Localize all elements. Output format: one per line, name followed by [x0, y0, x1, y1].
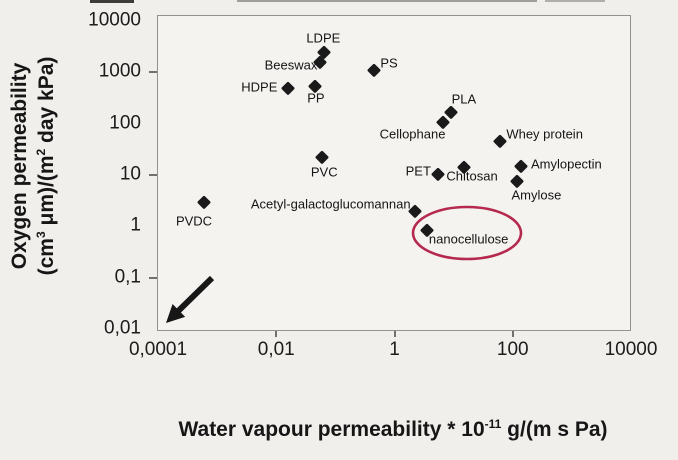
- scan-artifact: [90, 0, 134, 3]
- data-point-label: Amylose: [511, 187, 562, 203]
- data-point-label: Chitosan: [446, 168, 498, 184]
- scan-artifact: [545, 0, 605, 2]
- data-point-label: PET: [405, 163, 431, 179]
- data-point-label: HDPE: [241, 79, 278, 95]
- y-tick-label: 10: [119, 163, 141, 185]
- data-point-label: PVC: [310, 164, 338, 180]
- plot-area: [157, 15, 631, 331]
- y-tick-label: 100: [109, 112, 141, 134]
- y-tick-label: 10000: [88, 9, 141, 31]
- data-point-label: Amylopectin: [530, 156, 602, 172]
- scan-artifact: [237, 0, 537, 2]
- superscript: 2: [34, 148, 48, 156]
- data-point-label: PLA: [451, 91, 477, 107]
- data-point-label: PP: [307, 90, 325, 106]
- data-point-label: Acetyl-galactoglucomannan: [250, 196, 411, 212]
- y-tick-mark: [149, 71, 157, 74]
- data-point-label: Cellophane: [379, 126, 446, 142]
- data-point-label: PS: [380, 55, 398, 71]
- y-tick-label: 1000: [98, 60, 141, 82]
- x-tick-label: 100: [496, 339, 529, 360]
- x-tick-label: 0,0001: [128, 339, 188, 360]
- x-tick-mark: [393, 331, 396, 337]
- data-point-label: PVDC: [175, 213, 213, 229]
- data-point-label: Beeswax: [264, 57, 318, 73]
- y-tick-mark: [149, 276, 157, 279]
- title-text: Water vapour permeability * 10: [178, 418, 485, 441]
- x-tick-label: 1: [389, 339, 400, 360]
- y-tick-label: 1: [130, 214, 141, 236]
- x-tick-label: 10000: [604, 339, 658, 360]
- y-tick-label: 0,1: [114, 266, 141, 288]
- superscript: -11: [484, 417, 502, 431]
- data-point-label: nanocellulose: [428, 231, 509, 247]
- data-point-label: Whey protein: [506, 126, 583, 142]
- y-tick-mark: [149, 173, 157, 176]
- x-tick-mark: [275, 331, 278, 337]
- x-tick-mark: [511, 331, 514, 337]
- x-tick-label: 0,01: [257, 339, 295, 360]
- data-point-label: LDPE: [306, 30, 341, 46]
- x-axis-title: Water vapour permeability * 10-11 g/(m s…: [178, 418, 607, 442]
- y-tick-label: 0,01: [104, 317, 141, 339]
- title-text: g/(m s Pa): [501, 418, 608, 441]
